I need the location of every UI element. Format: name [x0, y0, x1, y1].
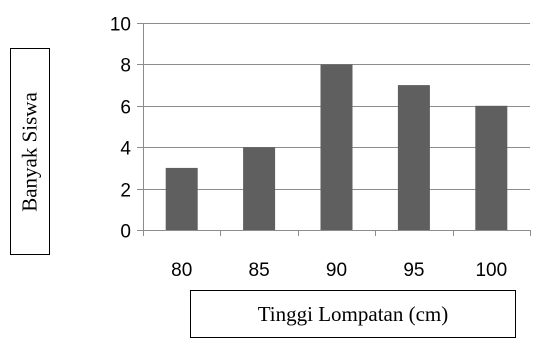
y-tick-label: 4 [120, 139, 131, 160]
bar-85 [243, 147, 276, 230]
y-tick-label: 6 [120, 98, 131, 119]
x-tick-label: 85 [249, 260, 270, 281]
y-tick-label: 8 [120, 56, 131, 77]
y-tick-labels: 0 2 4 6 8 10 [110, 15, 132, 243]
y-axis-label: Banyak Siswa [17, 91, 42, 212]
x-tick-label: 95 [403, 260, 424, 281]
x-tick-label: 90 [326, 260, 347, 281]
bar-80 [165, 167, 198, 230]
y-tick-label: 2 [120, 181, 131, 202]
bar-95 [397, 85, 430, 230]
axes [137, 23, 531, 236]
x-tick-label: 100 [475, 260, 507, 281]
x-axis-label: Tinggi Lompatan (cm) [257, 301, 449, 326]
bars [165, 64, 508, 231]
y-tick-label: 10 [110, 15, 131, 36]
x-tick-labels: 80 85 90 95 100 [171, 260, 507, 281]
bar-100 [475, 105, 508, 230]
x-axis-label-box: Tinggi Lompatan (cm) [190, 290, 516, 338]
y-tick-label: 0 [120, 222, 131, 243]
bar-90 [320, 64, 353, 231]
y-axis-label-box: Banyak Siswa [10, 48, 50, 255]
x-tick-label: 80 [171, 260, 192, 281]
